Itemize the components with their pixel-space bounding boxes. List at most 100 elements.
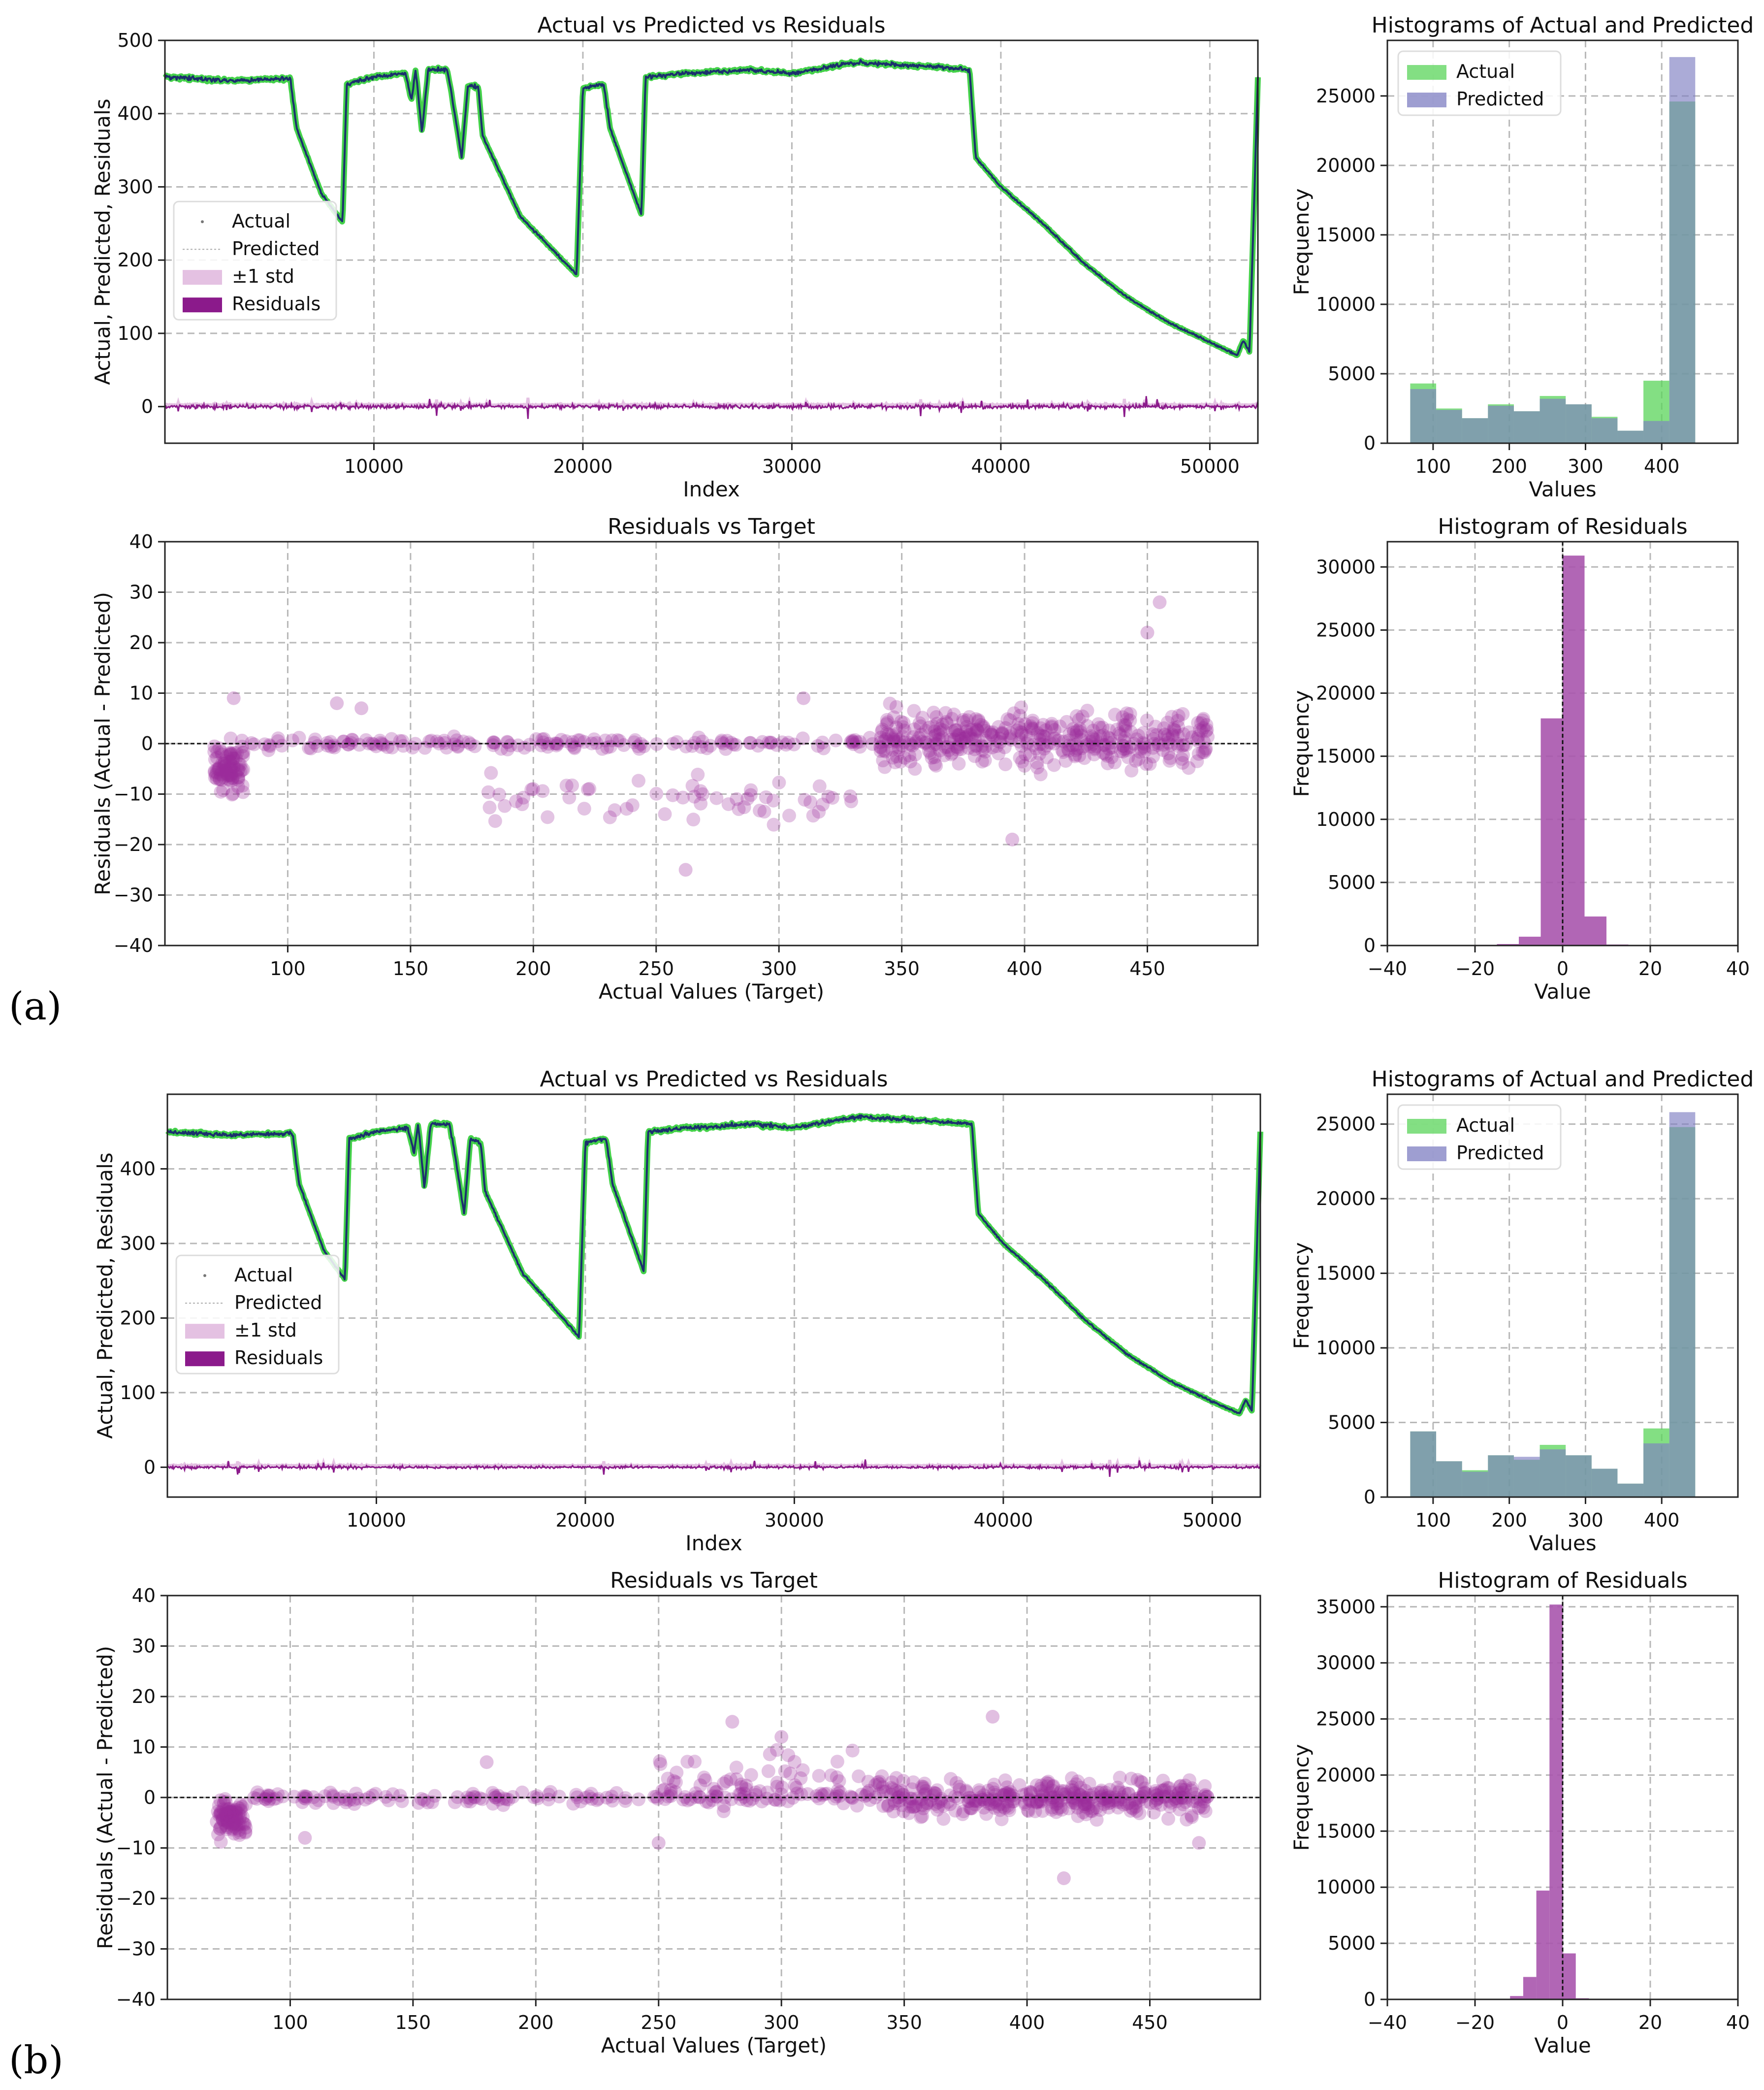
scatter-point <box>1123 707 1137 721</box>
y-tick-label: 15000 <box>1316 1820 1376 1842</box>
scatter-point <box>417 1793 431 1807</box>
scatter-point <box>1137 741 1152 755</box>
scatter-point <box>213 1822 227 1836</box>
scatter-point <box>1138 1781 1152 1796</box>
scatter-point <box>896 1774 910 1788</box>
scatter-point <box>768 1793 782 1807</box>
x-tick-label: 300 <box>761 958 797 980</box>
y-tick-label: 15000 <box>1316 1263 1376 1284</box>
scatter-point <box>298 1789 313 1803</box>
scatter-point <box>221 1811 235 1825</box>
scatter-point <box>852 1769 866 1783</box>
legend: Actual Predicted ±1 std Residuals <box>173 200 337 321</box>
scatter-point <box>995 726 1009 741</box>
scatter-point <box>1000 1780 1014 1795</box>
scatter-point <box>1034 721 1048 735</box>
scatter-point <box>886 1804 900 1819</box>
scatter-point <box>892 743 906 757</box>
legend-label: Actual <box>232 210 290 232</box>
scatter-point <box>210 744 225 758</box>
scatter-point <box>931 1799 946 1814</box>
scatter-point <box>405 741 419 755</box>
scatter-point <box>1169 1791 1184 1805</box>
scatter-point <box>217 1795 231 1809</box>
scatter-point <box>668 1785 682 1799</box>
scatter-point <box>1072 1787 1086 1801</box>
scatter-point <box>1022 1804 1036 1818</box>
scatter-point <box>1182 725 1196 740</box>
scatter-point <box>1185 1810 1199 1824</box>
scatter-point <box>225 787 239 802</box>
scatter-point <box>906 1800 920 1814</box>
scatter-point <box>1176 1791 1190 1805</box>
scatter-point <box>1051 1801 1065 1816</box>
scatter-point <box>1100 749 1114 763</box>
scatter-point <box>1168 1789 1182 1803</box>
scatter-point <box>653 1754 667 1768</box>
scatter-point <box>929 733 943 747</box>
scatter-point <box>1111 1780 1125 1795</box>
scatter-point <box>237 1817 252 1831</box>
scatter-point <box>1086 732 1100 746</box>
scatter-point <box>705 1793 719 1807</box>
scatter-point <box>906 730 920 744</box>
scatter-point <box>1171 728 1185 743</box>
scatter-point <box>661 1771 675 1786</box>
scatter-point <box>1066 722 1080 736</box>
scatter-point <box>843 789 858 803</box>
scatter-point <box>1111 1793 1125 1807</box>
scatter-point <box>515 1785 529 1799</box>
scatter-point <box>221 767 235 782</box>
scatter-point <box>226 691 241 705</box>
scatter-point <box>968 1794 983 1808</box>
scatter-point <box>232 1823 246 1837</box>
scatter-point <box>395 734 410 748</box>
scatter-point <box>1180 1812 1194 1827</box>
scatter-point <box>1037 742 1051 756</box>
scatter-point <box>723 1772 738 1787</box>
scatter-point <box>235 746 250 760</box>
scatter-point <box>1147 1805 1161 1820</box>
scatter-point <box>1172 1785 1187 1799</box>
y-tick-label: 25000 <box>1316 1113 1376 1135</box>
scatter-point <box>1116 745 1130 759</box>
scatter-point <box>1070 1800 1085 1815</box>
scatter-point <box>875 1780 890 1795</box>
scatter-point <box>774 1730 789 1744</box>
scatter-point <box>375 737 389 751</box>
scatter-point <box>898 751 912 765</box>
scatter-point <box>952 728 966 742</box>
scatter-point <box>308 1796 322 1810</box>
scatter-point <box>1199 724 1213 738</box>
scatter-point <box>928 724 942 738</box>
scatter-point <box>1026 738 1041 752</box>
scatter-point <box>719 742 733 756</box>
scatter-point <box>238 1825 253 1839</box>
scatter-point <box>1081 1798 1095 1812</box>
scatter-point <box>428 1789 442 1803</box>
scatter-point <box>1129 1804 1144 1818</box>
scatter-point <box>215 773 229 787</box>
scatter-point <box>1081 1796 1095 1810</box>
scatter-point <box>1122 1796 1136 1810</box>
scatter-point <box>217 756 231 771</box>
scatter-point <box>1194 716 1208 730</box>
scatter-point <box>1157 1789 1171 1803</box>
scatter-point <box>214 1806 228 1820</box>
scatter-point <box>903 738 918 752</box>
scatter-point <box>222 768 236 783</box>
scatter-point <box>1088 741 1102 755</box>
scatter-point <box>919 1796 933 1810</box>
scatter-point <box>1092 720 1107 735</box>
x-tick-label: 400 <box>1644 1509 1680 1531</box>
scatter-point <box>667 1774 681 1788</box>
scatter-point <box>1201 730 1215 744</box>
scatter-point <box>1003 1785 1018 1799</box>
scatter-point <box>1119 719 1133 733</box>
scatter-point <box>913 719 928 733</box>
scatter-point <box>318 1789 332 1803</box>
scatter-point <box>910 1792 924 1806</box>
chart-title: Histogram of Residuals <box>1438 1568 1687 1593</box>
y-tick-label: 25000 <box>1316 1708 1376 1730</box>
scatter-point <box>1137 1785 1151 1799</box>
